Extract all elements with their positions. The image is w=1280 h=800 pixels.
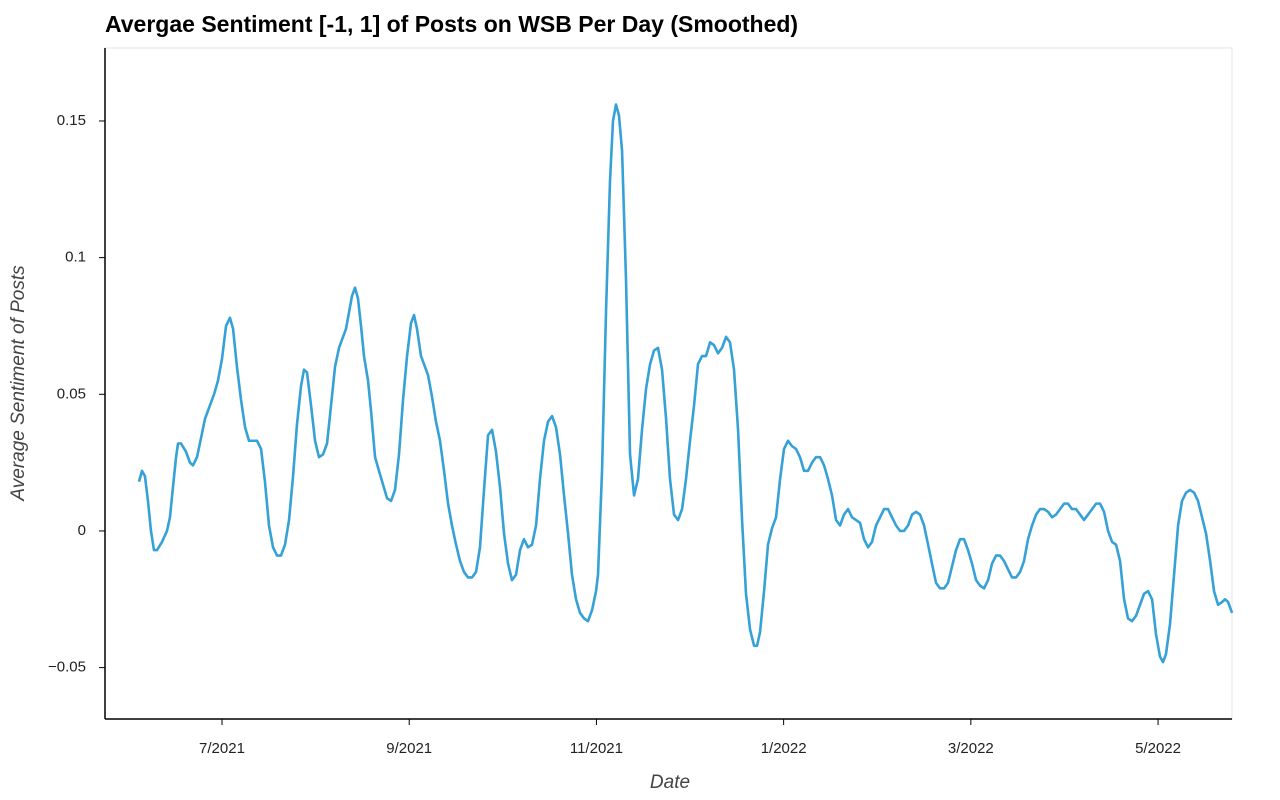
x-tick-label: 11/2021 — [570, 740, 623, 757]
plot-frame — [104, 47, 1233, 720]
x-axis-title: Date — [650, 772, 690, 793]
y-tick-label: 0.15 — [57, 112, 86, 129]
y-tick-label: −0.05 — [48, 659, 86, 676]
line-series — [137, 103, 1234, 664]
x-tick-label: 3/2022 — [948, 740, 994, 757]
x-tick-label: 7/2021 — [199, 740, 245, 757]
x-tick-label: 9/2021 — [386, 740, 432, 757]
chart-title: Avergae Sentiment [-1, 1] of Posts on WS… — [105, 11, 798, 37]
x-tick-label: 1/2022 — [761, 740, 807, 757]
y-tick-label: 0 — [78, 522, 86, 539]
x-tick-label: 5/2022 — [1135, 740, 1181, 757]
y-tick-label: 0.1 — [65, 249, 86, 266]
y-axis-title: Average Sentiment of Posts — [8, 265, 29, 502]
y-tick-label: 0.05 — [57, 385, 86, 402]
